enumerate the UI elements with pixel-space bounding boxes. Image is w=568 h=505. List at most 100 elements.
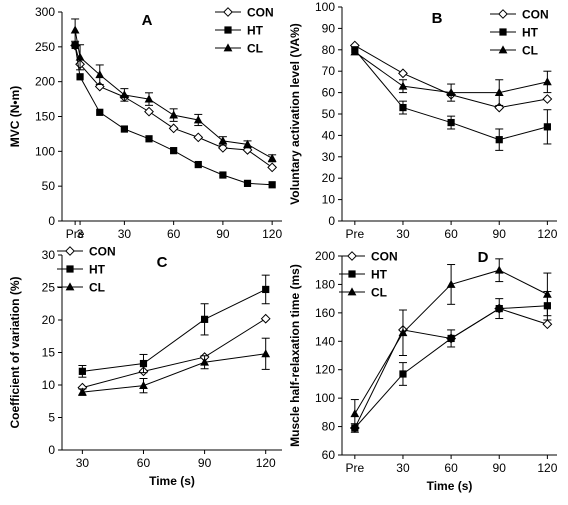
legend-marker-con — [347, 251, 357, 261]
data-point-ht — [145, 135, 153, 143]
y-axis-label: Muscle half-relaxation time (ms) — [288, 264, 302, 447]
series-cl-line — [82, 353, 266, 393]
x-tick-label: 60 — [444, 461, 458, 475]
y-tick-label: 200 — [35, 75, 55, 89]
x-tick-label: 60 — [444, 227, 458, 241]
data-point-ht — [447, 118, 455, 127]
y-tick-label: 60 — [322, 86, 336, 100]
data-point-con — [398, 68, 408, 79]
data-point-cl — [398, 81, 408, 90]
y-tick-label: 20 — [42, 313, 56, 327]
y-tick-label: 100 — [35, 144, 55, 158]
data-point-con — [260, 313, 271, 324]
legend-label: HT — [89, 263, 106, 277]
legend-label: CON — [247, 6, 274, 20]
panel-label: B — [432, 10, 443, 27]
legend-marker-cl — [347, 287, 357, 296]
data-point-ht — [495, 136, 503, 144]
data-point-cl — [95, 70, 105, 79]
y-tick-label: 140 — [315, 334, 335, 348]
legend-marker-con — [223, 7, 233, 17]
data-point-ht — [262, 285, 270, 294]
y-tick-label: 60 — [322, 448, 336, 462]
x-tick-label: 3 — [77, 227, 84, 241]
x-tick-label: 60 — [167, 227, 181, 241]
y-tick-label: 0 — [48, 214, 55, 228]
data-point-con — [144, 106, 154, 117]
data-point-con — [217, 142, 228, 153]
y-tick-label: 30 — [322, 150, 336, 164]
legend-marker-ht — [499, 28, 507, 36]
legend-label: CL — [522, 44, 538, 58]
y-tick-label: 300 — [35, 5, 55, 19]
y-tick-label: 80 — [322, 420, 336, 434]
y-tick-label: 80 — [322, 43, 336, 57]
series-con — [349, 303, 553, 433]
legend-marker-con — [498, 9, 508, 19]
y-tick-label: 30 — [42, 248, 56, 262]
x-tick-label: 30 — [118, 227, 132, 241]
data-point-ht — [219, 171, 227, 179]
data-point-cl — [77, 387, 87, 396]
data-point-con — [267, 162, 278, 173]
y-tick-label: 250 — [35, 40, 55, 54]
data-point-cl — [218, 136, 228, 145]
data-point-cl — [193, 115, 203, 124]
data-point-cl — [200, 357, 209, 366]
series-ht — [78, 274, 270, 378]
x-tick-label: 90 — [216, 227, 230, 241]
x-tick-label: 90 — [493, 461, 507, 475]
y-tick-label: 100 — [315, 0, 335, 14]
y-axis-label: Coefficient of variation (%) — [8, 276, 22, 428]
series-cl — [350, 258, 552, 429]
data-point-cl — [267, 153, 277, 162]
data-point-ht — [139, 359, 148, 368]
y-tick-label: 5 — [48, 411, 55, 425]
series-ht-line — [74, 45, 273, 186]
data-point-ht — [200, 315, 209, 323]
x-tick-label: 60 — [137, 456, 151, 470]
series-cl — [350, 47, 552, 106]
data-point-ht — [170, 147, 178, 155]
legend-label: CON — [522, 8, 549, 22]
y-tick-label: 90 — [322, 21, 336, 35]
legend: CON HT CL — [339, 250, 398, 300]
panel-label: A — [142, 12, 153, 29]
legend: CON HT CL — [490, 8, 549, 58]
x-tick-label: Pre — [345, 227, 364, 241]
data-point-cl — [139, 381, 148, 390]
data-point-ht — [194, 160, 202, 169]
x-tick-label: 120 — [537, 227, 557, 241]
data-point-cl — [144, 94, 154, 103]
legend: CON HT CL — [215, 6, 274, 56]
series-ht — [350, 291, 552, 433]
legend-marker-ht — [66, 265, 74, 273]
data-point-con — [542, 94, 553, 104]
y-tick-label: 40 — [322, 128, 336, 142]
x-axis-label: Time (s) — [149, 474, 195, 488]
data-point-ht — [78, 367, 86, 375]
y-tick-label: 25 — [42, 281, 56, 295]
y-tick-label: 50 — [42, 179, 56, 193]
legend-marker-cl — [65, 282, 75, 291]
data-point-cl — [243, 139, 252, 148]
legend-marker-con — [65, 246, 75, 256]
y-tick-label: 10 — [322, 193, 336, 207]
data-point-ht — [495, 304, 503, 313]
legend-label: HT — [247, 24, 264, 38]
series-con-line — [74, 45, 273, 168]
legend-label: CL — [247, 42, 263, 56]
data-point-cl — [542, 289, 552, 298]
data-point-cl — [75, 52, 85, 61]
legend-label: CL — [371, 286, 387, 300]
y-tick-label: 200 — [315, 249, 335, 263]
data-point-cl — [542, 77, 552, 86]
series-cl — [77, 337, 271, 396]
y-tick-label: 0 — [328, 214, 335, 228]
panel-b: 0 10 20 30 40 50 60 70 80 90 100 Pre 30 60 90 120 Volunt… — [288, 0, 558, 241]
y-tick-label: 0 — [48, 443, 55, 457]
legend-marker-ht — [348, 270, 356, 278]
data-point-cl — [398, 328, 408, 337]
